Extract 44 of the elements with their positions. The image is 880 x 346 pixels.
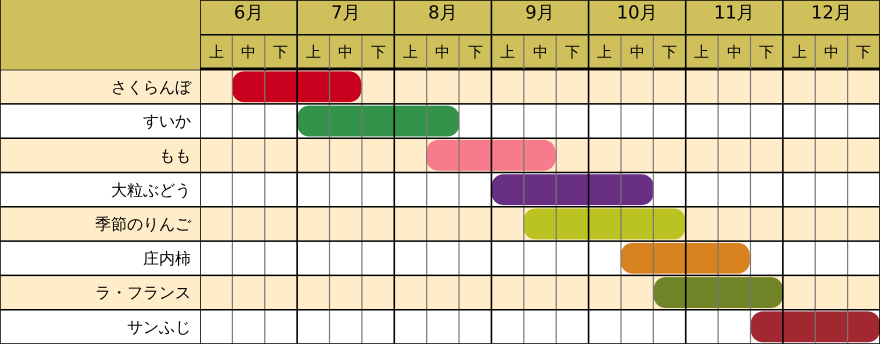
bar (232, 71, 362, 102)
text: 上 (306, 43, 321, 61)
bar (491, 174, 654, 206)
y-tick-label: もも (159, 146, 191, 165)
y-tick-label: サンふじ (127, 317, 191, 336)
x-tick-label: 12月 (810, 2, 852, 24)
bar (523, 208, 686, 240)
y-tick-label: 庄内柿 (143, 248, 191, 268)
text: 中 (435, 43, 450, 61)
x-tick-label: 7月 (330, 2, 360, 24)
text: 上 (597, 43, 612, 61)
text: 下 (856, 43, 871, 61)
text: 下 (468, 43, 483, 61)
x-tick-label: 8月 (428, 2, 458, 24)
text: 下 (759, 43, 774, 61)
text: 中 (824, 43, 839, 61)
text: 中 (533, 43, 548, 61)
text: 上 (500, 43, 515, 61)
text: 上 (792, 43, 807, 61)
bar (654, 277, 783, 308)
x-tick-label: 11月 (714, 2, 755, 24)
bar (620, 242, 750, 274)
text: 中 (727, 43, 742, 61)
bar (426, 140, 556, 171)
text: 上 (694, 43, 709, 61)
y-tick-label: ラ・フランス (95, 283, 191, 302)
text: 中 (338, 43, 353, 61)
text: 中 (241, 43, 256, 61)
x-tick-label: 9月 (525, 2, 555, 24)
bar (750, 311, 880, 342)
y-tick-label: すいか (143, 112, 191, 131)
y-tick-label: 季節のりんご (95, 214, 192, 234)
y-tick-label: 大粒ぶどう (111, 180, 191, 200)
x-tick-label: 10月 (616, 2, 658, 24)
text: 中 (630, 43, 645, 61)
text: 下 (371, 43, 386, 61)
text: 上 (209, 43, 224, 61)
text: 下 (273, 43, 288, 61)
y-tick-label: さくらんぼ (111, 77, 192, 96)
x-tick-label: 6月 (234, 2, 264, 24)
text: 下 (662, 43, 677, 61)
text: 上 (403, 43, 418, 61)
bar (297, 106, 460, 136)
text: 下 (565, 43, 580, 61)
